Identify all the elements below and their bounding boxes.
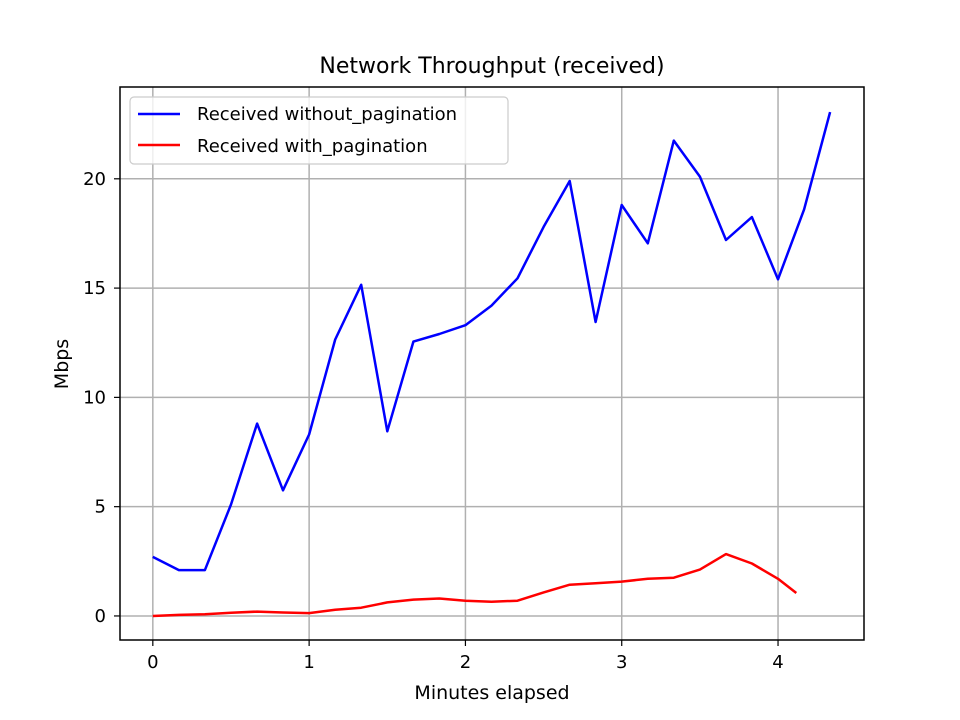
legend-label-with-pagination: Received with_pagination [197,136,428,157]
x-axis-label: Minutes elapsed [414,682,569,704]
y-tick-label: 15 [83,278,106,299]
grid [120,87,864,640]
x-tick-label: 0 [147,652,158,673]
x-tick-label: 3 [616,652,627,673]
legend-box [129,96,509,165]
legend-label-without-pagination: Received without_pagination [197,104,457,125]
y-axis-label: Mbps [51,339,73,389]
x-tick-label: 4 [772,652,783,673]
chart-title: Network Throughput (received) [319,54,664,79]
series-line-with-pagination [152,552,798,618]
y-tick-label: 20 [83,169,106,190]
series-layer [152,111,832,618]
x-tick-label: 1 [303,652,314,673]
y-tick-label: 10 [83,387,106,408]
series-line-without-pagination [152,111,832,572]
y-tick-label: 5 [95,497,106,518]
plot-frame [119,86,865,641]
x-tick-label: 2 [460,652,471,673]
y-tick-label: 0 [95,606,106,627]
legend: Received without_pagination Received wit… [129,96,509,165]
ticks: 0 1 2 3 4 0 5 10 15 20 [83,169,784,673]
